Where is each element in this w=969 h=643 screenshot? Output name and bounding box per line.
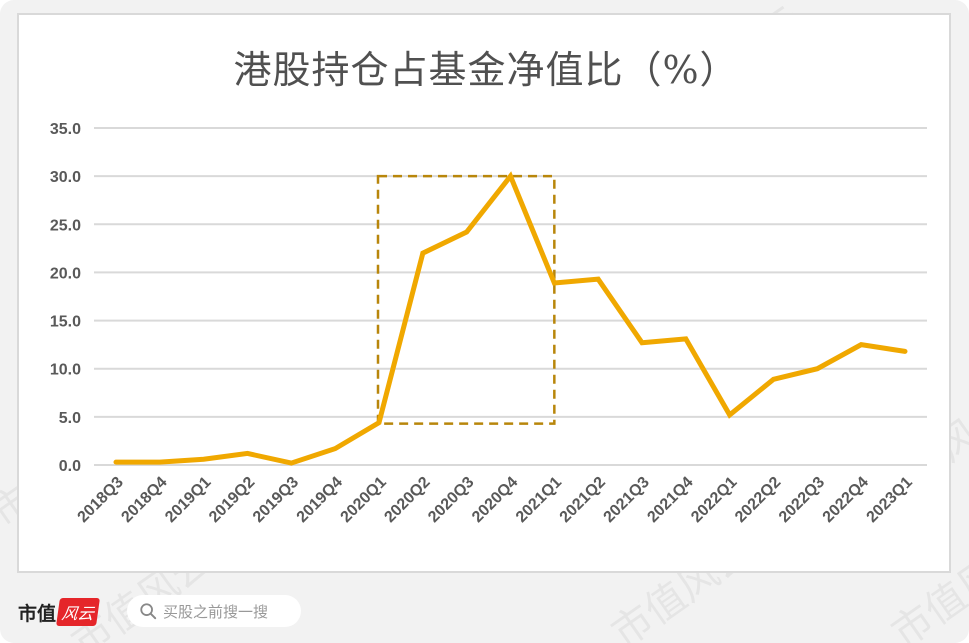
x-tick-label: 2021Q3 [601,474,653,526]
y-tick-label: 35.0 [50,121,81,138]
search-placeholder: 买股之前搜一搜 [163,602,269,621]
logo-badge: 风云 [56,598,100,626]
brand-logo[interactable]: 市值 风云 [18,598,100,626]
data-line [113,171,908,466]
x-tick-label: 2021Q4 [644,474,696,526]
x-tick-label: 2020Q4 [469,474,521,526]
search-icon [140,603,157,620]
x-tick-label: 2021Q2 [557,474,609,526]
y-tick-label: 25.0 [50,217,81,234]
x-tick-label: 2018Q3 [75,474,127,526]
x-tick-label: 2022Q4 [820,474,872,526]
x-tick-label: 2020Q1 [338,474,390,526]
x-tick-label: 2022Q3 [776,474,828,526]
y-tick-label: 20.0 [50,265,81,282]
x-tick-label: 2022Q2 [732,474,784,526]
y-tick-label: 0.0 [59,458,81,475]
y-tick-label: 15.0 [50,314,81,331]
x-tick-label: 2019Q3 [250,474,302,526]
x-tick-label: 2022Q1 [688,474,740,526]
y-tick-label: 10.0 [50,362,81,379]
y-tick-label: 30.0 [50,169,81,186]
x-tick-label: 2020Q2 [381,474,433,526]
footer-bar: 市值 风云 买股之前搜一搜 [0,575,969,643]
x-tick-label: 2020Q3 [425,474,477,526]
line-chart: 0.0 5.0 10.0 15.0 20.0 25.0 30.0 35.0 2018Q32018… [50,121,927,526]
y-tick-label: 5.0 [59,410,81,427]
x-tick-label: 2019Q2 [206,474,258,526]
x-tick-label: 2021Q1 [513,474,565,526]
chart-container: 港股持仓占基金净值比（%） 0.0 5.0 10.0 15.0 20.0 25.0 30.0… [17,13,951,573]
highlight-box [376,174,556,425]
chart-title: 港股持仓占基金净值比（%） [233,48,739,92]
search-box[interactable]: 买股之前搜一搜 [127,595,301,627]
x-tick-label: 2023Q1 [864,474,916,526]
x-tick-label: 2019Q4 [294,474,346,526]
x-tick-label: 2019Q1 [162,474,214,526]
logo-text: 市值 [18,602,57,625]
x-tick-label: 2018Q4 [118,474,170,526]
